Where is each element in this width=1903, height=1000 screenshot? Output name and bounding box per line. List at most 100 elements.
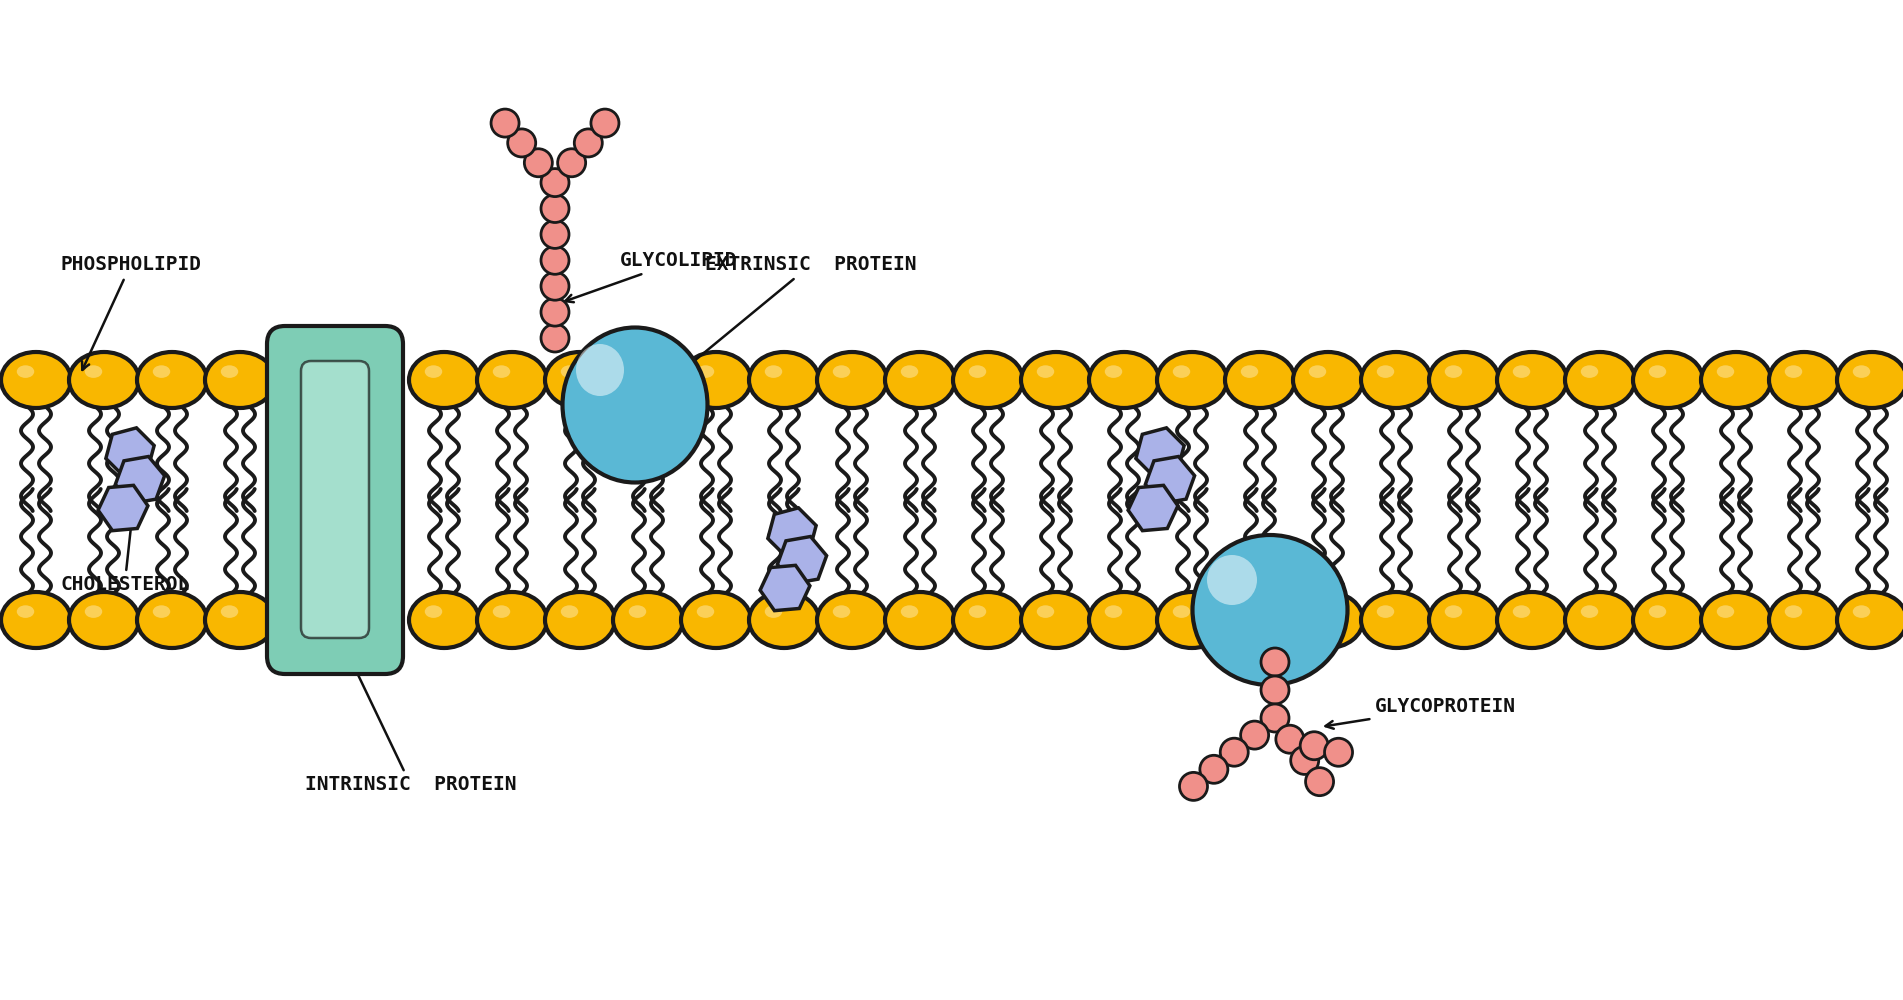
Ellipse shape — [1785, 605, 1802, 618]
Ellipse shape — [409, 352, 480, 408]
Ellipse shape — [1226, 352, 1296, 408]
Polygon shape — [1146, 457, 1195, 503]
Circle shape — [1180, 772, 1208, 800]
Ellipse shape — [577, 344, 624, 396]
Text: GLYCOLIPID: GLYCOLIPID — [565, 251, 738, 302]
Circle shape — [540, 324, 569, 352]
Polygon shape — [778, 537, 826, 583]
Ellipse shape — [1376, 365, 1395, 378]
Ellipse shape — [1581, 605, 1599, 618]
Ellipse shape — [563, 328, 708, 483]
Circle shape — [525, 149, 552, 177]
Ellipse shape — [137, 352, 207, 408]
Text: EXTRINSIC  PROTEIN: EXTRINSIC PROTEIN — [670, 255, 917, 381]
Ellipse shape — [1157, 592, 1227, 648]
Ellipse shape — [206, 592, 276, 648]
Ellipse shape — [900, 605, 919, 618]
Ellipse shape — [834, 605, 851, 618]
Ellipse shape — [1309, 365, 1326, 378]
FancyBboxPatch shape — [266, 326, 403, 674]
Ellipse shape — [1770, 352, 1838, 408]
Ellipse shape — [86, 365, 103, 378]
Circle shape — [540, 169, 569, 197]
Ellipse shape — [613, 352, 683, 408]
Ellipse shape — [1836, 352, 1903, 408]
Text: PHOSPHOLIPID: PHOSPHOLIPID — [61, 255, 202, 370]
Ellipse shape — [137, 592, 207, 648]
Circle shape — [592, 109, 618, 137]
Ellipse shape — [493, 365, 510, 378]
Polygon shape — [116, 457, 166, 503]
Ellipse shape — [1106, 365, 1123, 378]
Ellipse shape — [1089, 592, 1159, 648]
Ellipse shape — [1037, 365, 1054, 378]
Ellipse shape — [478, 352, 546, 408]
Ellipse shape — [1172, 365, 1189, 378]
Ellipse shape — [1089, 352, 1159, 408]
Ellipse shape — [1701, 352, 1772, 408]
Ellipse shape — [1498, 592, 1566, 648]
Ellipse shape — [1309, 605, 1326, 618]
Ellipse shape — [969, 365, 986, 378]
Ellipse shape — [1172, 605, 1189, 618]
Circle shape — [508, 129, 537, 157]
Ellipse shape — [750, 352, 818, 408]
Ellipse shape — [544, 592, 615, 648]
Ellipse shape — [1429, 592, 1500, 648]
Ellipse shape — [493, 605, 510, 618]
Circle shape — [1262, 648, 1288, 676]
Ellipse shape — [1226, 592, 1296, 648]
Circle shape — [1201, 755, 1227, 783]
Ellipse shape — [681, 592, 752, 648]
Ellipse shape — [1361, 352, 1431, 408]
Ellipse shape — [628, 605, 647, 618]
Polygon shape — [767, 508, 816, 556]
Ellipse shape — [424, 365, 441, 378]
Ellipse shape — [1564, 352, 1635, 408]
Ellipse shape — [1241, 605, 1258, 618]
Circle shape — [540, 194, 569, 223]
Ellipse shape — [409, 592, 480, 648]
Ellipse shape — [1785, 365, 1802, 378]
Ellipse shape — [2, 592, 70, 648]
Ellipse shape — [1717, 365, 1734, 378]
Ellipse shape — [1022, 352, 1090, 408]
Ellipse shape — [1361, 592, 1431, 648]
Circle shape — [540, 246, 569, 274]
Circle shape — [491, 109, 520, 137]
Ellipse shape — [1157, 352, 1227, 408]
Ellipse shape — [885, 352, 955, 408]
Polygon shape — [107, 428, 154, 476]
Ellipse shape — [885, 592, 955, 648]
Circle shape — [1220, 738, 1248, 766]
Ellipse shape — [969, 605, 986, 618]
Ellipse shape — [1836, 592, 1903, 648]
Ellipse shape — [1106, 605, 1123, 618]
Ellipse shape — [1717, 605, 1734, 618]
Ellipse shape — [1633, 592, 1703, 648]
Ellipse shape — [544, 352, 615, 408]
Circle shape — [1324, 738, 1353, 766]
Ellipse shape — [1376, 605, 1395, 618]
Ellipse shape — [69, 352, 139, 408]
Ellipse shape — [834, 365, 851, 378]
Ellipse shape — [1513, 365, 1530, 378]
Circle shape — [1241, 721, 1269, 749]
Ellipse shape — [1513, 605, 1530, 618]
Ellipse shape — [1854, 365, 1871, 378]
Ellipse shape — [1648, 365, 1667, 378]
Ellipse shape — [1022, 592, 1090, 648]
Ellipse shape — [953, 592, 1024, 648]
Ellipse shape — [152, 365, 169, 378]
Ellipse shape — [696, 605, 714, 618]
Ellipse shape — [1770, 592, 1838, 648]
Circle shape — [1262, 704, 1288, 732]
Ellipse shape — [17, 605, 34, 618]
Ellipse shape — [1037, 605, 1054, 618]
Ellipse shape — [1444, 605, 1462, 618]
FancyBboxPatch shape — [301, 361, 369, 638]
Text: GLYCOPROTEIN: GLYCOPROTEIN — [1326, 698, 1517, 729]
Ellipse shape — [1633, 352, 1703, 408]
Ellipse shape — [628, 365, 647, 378]
Ellipse shape — [1193, 535, 1347, 685]
